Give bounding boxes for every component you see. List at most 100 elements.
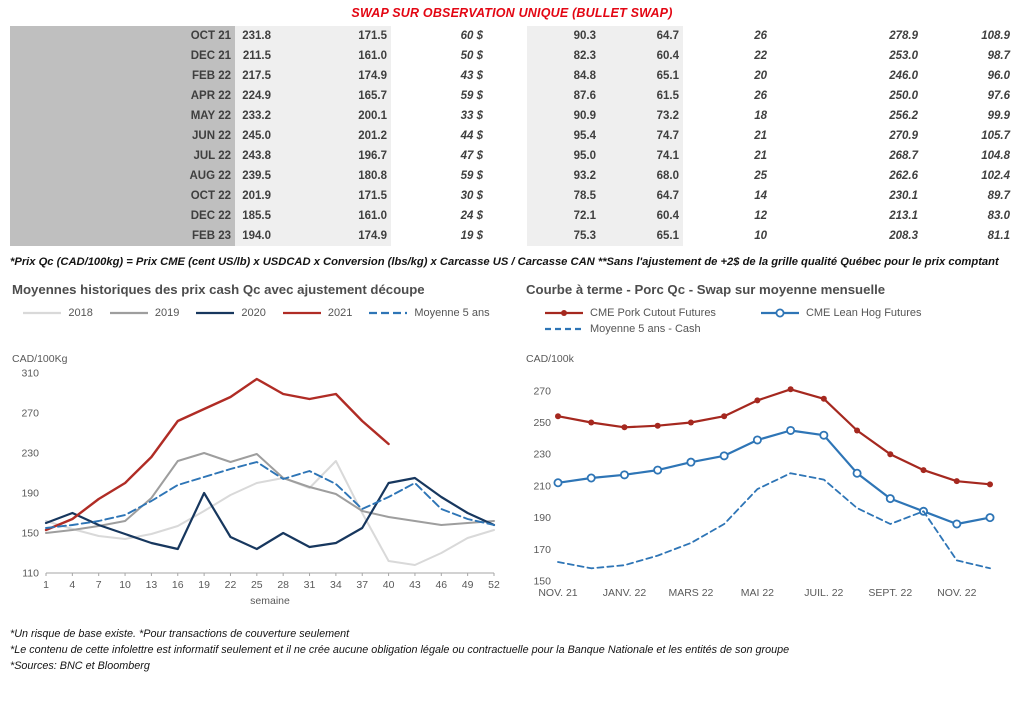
legend-item: CME Pork Cutout Futures (544, 307, 716, 319)
footer-line-3: *Sources: BNC et Bloomberg (10, 660, 150, 673)
table-row: MAY 22 233.2 200.1 33 $ 90.9 73.2 18 256.2 99.9 (10, 106, 1014, 126)
cell-value: 256.2 (889, 110, 918, 122)
cell-value: 73.2 (600, 106, 683, 126)
cell-value: 90.3 (527, 26, 600, 46)
legend-swatch-icon (23, 312, 62, 315)
cell-value: 84.8 (527, 66, 600, 86)
legend-label: CME Lean Hog Futures (805, 307, 922, 320)
table-row: JUN 22 245.0 201.2 44 $ 95.4 74.7 21 270.9 105.7 (10, 126, 1014, 146)
table-footnote: *Prix Qc (CAD/100kg) = Prix CME (cent US… (10, 256, 999, 268)
y-axis: 150 170 190 210 230 250 270 (533, 386, 551, 588)
legend-swatch-icon (369, 312, 408, 315)
table-row: FEB 23 194.0 174.9 19 $ 75.3 65.1 10 208.3 81.1 (10, 226, 1014, 246)
cell-value: 20 (754, 70, 767, 82)
svg-text:270: 270 (21, 408, 39, 420)
series-line-1 (45, 452, 495, 535)
cell-month: MAY 22 (10, 106, 235, 126)
table-row: OCT 21 231.8 171.5 60 $ 90.3 64.7 26 278.9 108.9 (10, 26, 1014, 46)
forward-chart-svg: 150 170 190 210 230 250 270 NOV. 21 JANV. 22 MARS… (533, 386, 995, 599)
cell-value: 10 (754, 230, 767, 242)
historical-chart-svg: 110 150 190 230 270 310 1 4 7 10 13 16 19 22 25 28 31 34 3… (21, 368, 500, 608)
legend-row: Moyenne 5 ans - Cash (524, 323, 1004, 335)
cell-spacer (487, 66, 527, 86)
svg-text:16: 16 (172, 579, 184, 591)
svg-text:40: 40 (383, 579, 395, 591)
svg-text:NOV. 21: NOV. 21 (538, 587, 577, 599)
cell-value: 95.4 (527, 126, 600, 146)
svg-text:150: 150 (533, 576, 551, 588)
cell-value: 171.5 (275, 186, 391, 206)
svg-text:31: 31 (304, 579, 316, 591)
series-line-2 (44, 477, 496, 551)
cell-value: 270.9 (889, 130, 918, 142)
table-row: AUG 22 239.5 180.8 59 $ 93.2 68.0 25 262.6 102.4 (10, 166, 1014, 186)
cell-value: 174.9 (275, 226, 391, 246)
legend-item: Moyenne 5 ans (368, 307, 490, 320)
cell-value: 44 $ (460, 130, 483, 142)
cell-value: 213.1 (889, 210, 918, 222)
y-axis-unit-right: CAD/100k (526, 353, 574, 366)
cell-value: 26 (754, 30, 767, 42)
legend-label: 2020 (241, 307, 266, 320)
page-footer: *Un risque de base existe. *Pour transac… (10, 628, 1014, 672)
cell-value: 211.5 (235, 46, 275, 66)
table-row: DEC 22 185.5 161.0 24 $ 72.1 60.4 12 213.1 83.0 (10, 206, 1014, 226)
cell-value: 83.0 (987, 210, 1010, 222)
cell-value: 82.3 (527, 46, 600, 66)
cell-value: 64.7 (600, 26, 683, 46)
cell-value: 97.6 (987, 90, 1010, 102)
cell-month: APR 22 (10, 86, 235, 106)
svg-text:MARS 22: MARS 22 (668, 587, 713, 599)
svg-text:250: 250 (533, 417, 551, 429)
cell-value: 90.9 (527, 106, 600, 126)
legend-label: Moyenne 5 ans (414, 307, 490, 320)
legend-item: CME Lean Hog Futures (760, 307, 922, 319)
legend-swatch-icon (545, 328, 583, 331)
cell-value: 95.0 (527, 146, 600, 166)
cell-value: 21 (754, 150, 767, 162)
cell-value: 24 $ (460, 210, 483, 222)
svg-text:JANV. 22: JANV. 22 (603, 587, 647, 599)
cell-value: 47 $ (460, 150, 483, 162)
cell-value: 253.0 (889, 50, 918, 62)
x-axis: NOV. 21 JANV. 22 MARS 22 MAI 22 JUIL. 22 SEPT… (538, 587, 976, 599)
cell-value: 217.5 (235, 66, 275, 86)
cell-value: 72.1 (527, 206, 600, 226)
cell-spacer (487, 146, 527, 166)
cell-value: 278.9 (889, 30, 918, 42)
legend-item: Moyenne 5 ans - Cash (544, 323, 701, 335)
svg-text:310: 310 (21, 368, 39, 380)
cell-month: DEC 21 (10, 46, 235, 66)
legend-swatch-icon (760, 308, 799, 318)
cell-value: 65.1 (600, 66, 683, 86)
cell-value: 68.0 (600, 166, 683, 186)
cell-value: 243.8 (235, 146, 275, 166)
legend-swatch-icon (109, 312, 148, 315)
swap-table-body: OCT 21 231.8 171.5 60 $90.3 64.7 26 278.9 108.9… (10, 26, 1014, 246)
footer-line-2: *Le contenu de cette infolettre est info… (10, 644, 790, 657)
svg-text:28: 28 (277, 579, 289, 591)
cell-value: 230.1 (889, 190, 918, 202)
cell-value: 208.3 (889, 230, 918, 242)
legend-item: 2021 (282, 307, 352, 319)
cell-value: 200.1 (275, 106, 391, 126)
cell-value: 194.0 (235, 226, 275, 246)
cell-month: OCT 21 (10, 26, 235, 46)
cell-month: JUL 22 (10, 146, 235, 166)
table-row: FEB 22 217.5 174.9 43 $ 84.8 65.1 20 246.0 96.0 (10, 66, 1014, 86)
legend-item: 2018 (22, 307, 93, 319)
legend-row: 2018 2019 2020 2021 Moyenne 5 ans (10, 307, 502, 319)
chart-title-historical: Moyennes historiques des prix cash Qc av… (12, 282, 425, 298)
legend-item: 2020 (195, 307, 266, 320)
cell-value: 102.4 (981, 170, 1010, 182)
cell-value: 93.2 (527, 166, 600, 186)
cell-value: 65.1 (600, 226, 683, 246)
svg-text:170: 170 (533, 544, 551, 556)
cell-value: 174.9 (275, 66, 391, 86)
cell-value: 233.2 (235, 106, 275, 126)
svg-text:13: 13 (146, 579, 158, 591)
legend-item: 2019 (109, 307, 179, 319)
svg-text:7: 7 (96, 579, 102, 591)
cell-value: 30 $ (460, 190, 483, 202)
series-markers-1 (553, 426, 995, 529)
